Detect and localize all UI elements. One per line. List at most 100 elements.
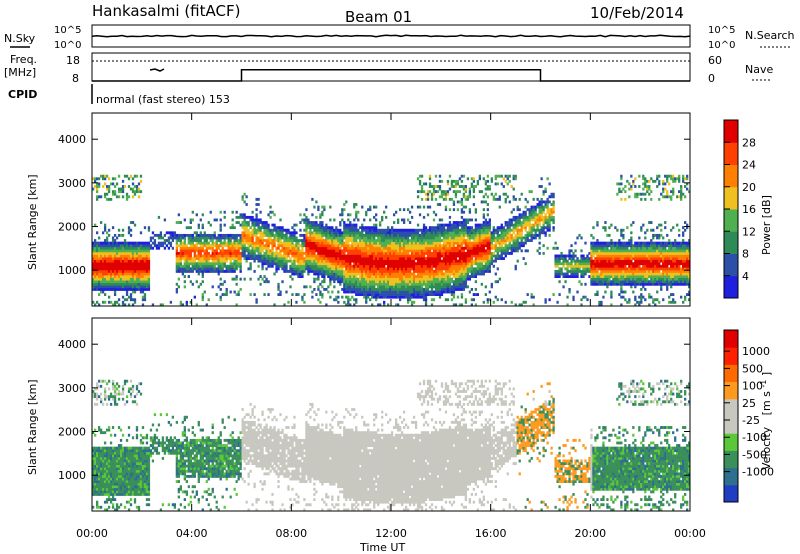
heatmap-cell: [317, 249, 320, 253]
heatmap-cell: [504, 249, 507, 253]
heatmap-cell: [285, 249, 288, 253]
heatmap-cell: [251, 210, 254, 214]
heatmap-cell: [327, 254, 330, 258]
heatmap-cell: [510, 228, 513, 232]
heatmap-cell: [301, 298, 304, 302]
heatmap-cell: [169, 241, 173, 245]
heatmap-cell: [440, 264, 444, 268]
heatmap-cell: [524, 239, 527, 242]
heatmap-cell: [404, 241, 408, 245]
heatmap-cell: [412, 293, 416, 296]
heatmap-cell: [289, 231, 292, 235]
heatmap-cell: [450, 267, 454, 271]
heatmap-cell: [349, 269, 352, 273]
heatmap-cell: [464, 254, 468, 258]
heatmap-cell: [259, 259, 262, 263]
heatmap-cell: [139, 264, 143, 268]
heatmap-cell: [193, 231, 196, 235]
heatmap-cell: [227, 264, 230, 268]
heatmap-cell: [359, 287, 362, 291]
heatmap-cell: [211, 233, 214, 237]
heatmap-cell: [418, 246, 422, 250]
heatmap-cell: [460, 208, 464, 212]
heatmap-cell: [466, 233, 470, 237]
heatmap-cell: [95, 182, 99, 186]
heatmap-cell: [333, 267, 336, 271]
heatmap-cell: [460, 228, 464, 232]
heatmap-cell: [135, 246, 139, 250]
heatmap-cell: [448, 241, 452, 245]
heatmap-cell: [297, 262, 300, 266]
heatmap-cell: [181, 267, 184, 271]
heatmap-cell: [317, 231, 320, 235]
heatmap-cell: [369, 290, 372, 294]
heatmap-cell: [219, 282, 222, 286]
heatmap-cell: [173, 231, 177, 235]
heatmap-cell: [335, 264, 338, 268]
heatmap-cell: [339, 236, 342, 240]
heatmap-cell: [508, 179, 511, 183]
heatmap-cell: [141, 282, 145, 286]
heatmap-cell: [389, 244, 392, 248]
heatmap-cell: [339, 275, 342, 278]
heatmap-cell: [448, 223, 452, 227]
heatmap-cell: [359, 275, 362, 278]
heatmap-cell: [271, 262, 274, 266]
heatmap-cell: [514, 197, 517, 201]
heatmap-cell: [263, 228, 266, 232]
heatmap-cell: [189, 244, 192, 248]
heatmap-cell: [321, 285, 324, 289]
heatmap-cell: [317, 259, 320, 263]
heatmap-cell: [478, 259, 481, 263]
heatmap-cell: [391, 277, 394, 281]
heatmap-cell: [339, 264, 342, 268]
heatmap-cell: [448, 262, 452, 266]
heatmap-cell: [422, 293, 426, 296]
heatmap-cell: [289, 244, 292, 248]
heatmap-cell: [392, 287, 396, 291]
heatmap-cell: [506, 236, 509, 240]
heatmap-cell: [297, 239, 300, 242]
heatmap-cell: [460, 221, 464, 224]
heatmap-cell: [486, 298, 489, 302]
heatmap-cell: [381, 246, 384, 250]
heatmap-cell: [135, 254, 139, 258]
heatmap-cell: [402, 233, 406, 237]
heatmap-cell: [311, 262, 314, 266]
heatmap-cell: [462, 228, 466, 232]
heatmap-cell: [500, 231, 503, 235]
heatmap-cell: [383, 231, 386, 235]
heatmap-cell: [275, 231, 278, 235]
heatmap-cell: [259, 236, 262, 240]
heatmap-cell: [97, 254, 101, 258]
heatmap-cell: [185, 254, 188, 258]
heatmap-cell: [402, 290, 406, 294]
heatmap-cell: [307, 254, 310, 258]
heatmap-cell: [432, 298, 436, 302]
heatmap-cell: [92, 187, 95, 191]
heatmap-cell: [143, 241, 147, 245]
heatmap-cell: [460, 244, 464, 248]
heatmap-cell: [363, 264, 366, 268]
heatmap-cell: [183, 233, 186, 237]
heatmap-cell: [189, 246, 192, 250]
heatmap-cell: [341, 213, 344, 217]
heatmap-cell: [203, 257, 206, 260]
heatmap-cell: [361, 264, 364, 268]
heatmap-cell: [474, 275, 478, 278]
heatmap-cell: [167, 236, 171, 240]
heatmap-cell: [514, 303, 517, 307]
heatmap-cell: [159, 244, 163, 248]
heatmap-cell: [363, 267, 366, 271]
heatmap-cell: [209, 239, 212, 242]
heatmap-cell: [428, 251, 432, 255]
heatmap-cell: [115, 257, 119, 260]
heatmap-cell: [341, 280, 344, 284]
heatmap-cell: [271, 259, 274, 263]
heatmap-cell: [175, 259, 179, 263]
heatmap-cell: [329, 231, 332, 235]
heatmap-cell: [436, 290, 440, 294]
heatmap-cell: [484, 267, 487, 271]
heatmap-cell: [474, 236, 478, 240]
heatmap-cell: [223, 236, 226, 240]
